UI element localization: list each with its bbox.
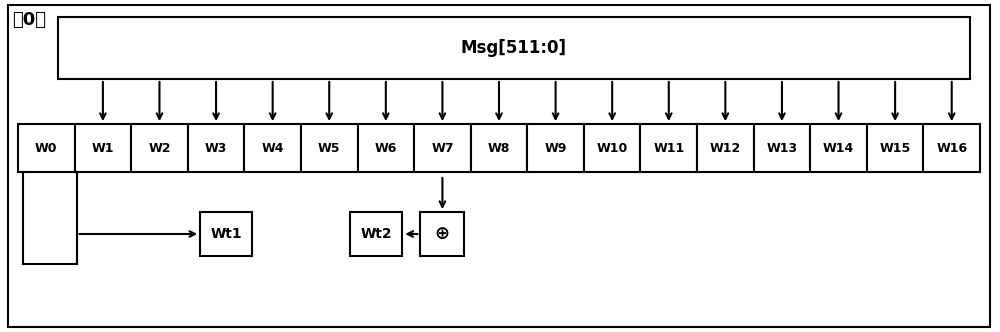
Bar	[640, 124, 697, 172]
Text: W11: W11	[653, 141, 684, 154]
Bar	[754, 124, 810, 172]
Bar	[358, 124, 414, 172]
Text: Msg[511:0]: Msg[511:0]	[461, 39, 567, 57]
Text: ⊕: ⊕	[435, 225, 450, 243]
Text: Wt1: Wt1	[210, 227, 242, 241]
Text: W14: W14	[823, 141, 854, 154]
Text: W15: W15	[879, 141, 911, 154]
Text: W0: W0	[35, 141, 58, 154]
Bar	[867, 124, 923, 172]
Text: W6: W6	[375, 141, 397, 154]
Text: W3: W3	[205, 141, 227, 154]
Bar	[75, 124, 131, 172]
Text: W1: W1	[92, 141, 114, 154]
Text: W4: W4	[261, 141, 284, 154]
Bar	[58, 17, 970, 79]
Bar	[527, 124, 584, 172]
Bar	[414, 124, 471, 172]
Bar	[923, 124, 980, 172]
Bar	[301, 124, 358, 172]
Bar	[131, 124, 188, 172]
Bar	[471, 124, 527, 172]
Text: W16: W16	[936, 141, 967, 154]
Bar	[350, 212, 402, 256]
Bar	[188, 124, 244, 172]
Bar	[18, 124, 75, 172]
Text: W8: W8	[488, 141, 510, 154]
Text: 第0轮: 第0轮	[12, 11, 46, 29]
Bar	[584, 124, 640, 172]
Text: W10: W10	[597, 141, 628, 154]
Text: W13: W13	[766, 141, 798, 154]
Bar	[810, 124, 867, 172]
Text: W9: W9	[544, 141, 567, 154]
Bar	[244, 124, 301, 172]
Text: Wt2: Wt2	[361, 227, 392, 241]
Text: W2: W2	[148, 141, 171, 154]
Bar	[200, 212, 252, 256]
Text: W12: W12	[710, 141, 741, 154]
Bar	[420, 212, 464, 256]
Text: W5: W5	[318, 141, 340, 154]
Text: W7: W7	[431, 141, 454, 154]
Bar	[697, 124, 754, 172]
